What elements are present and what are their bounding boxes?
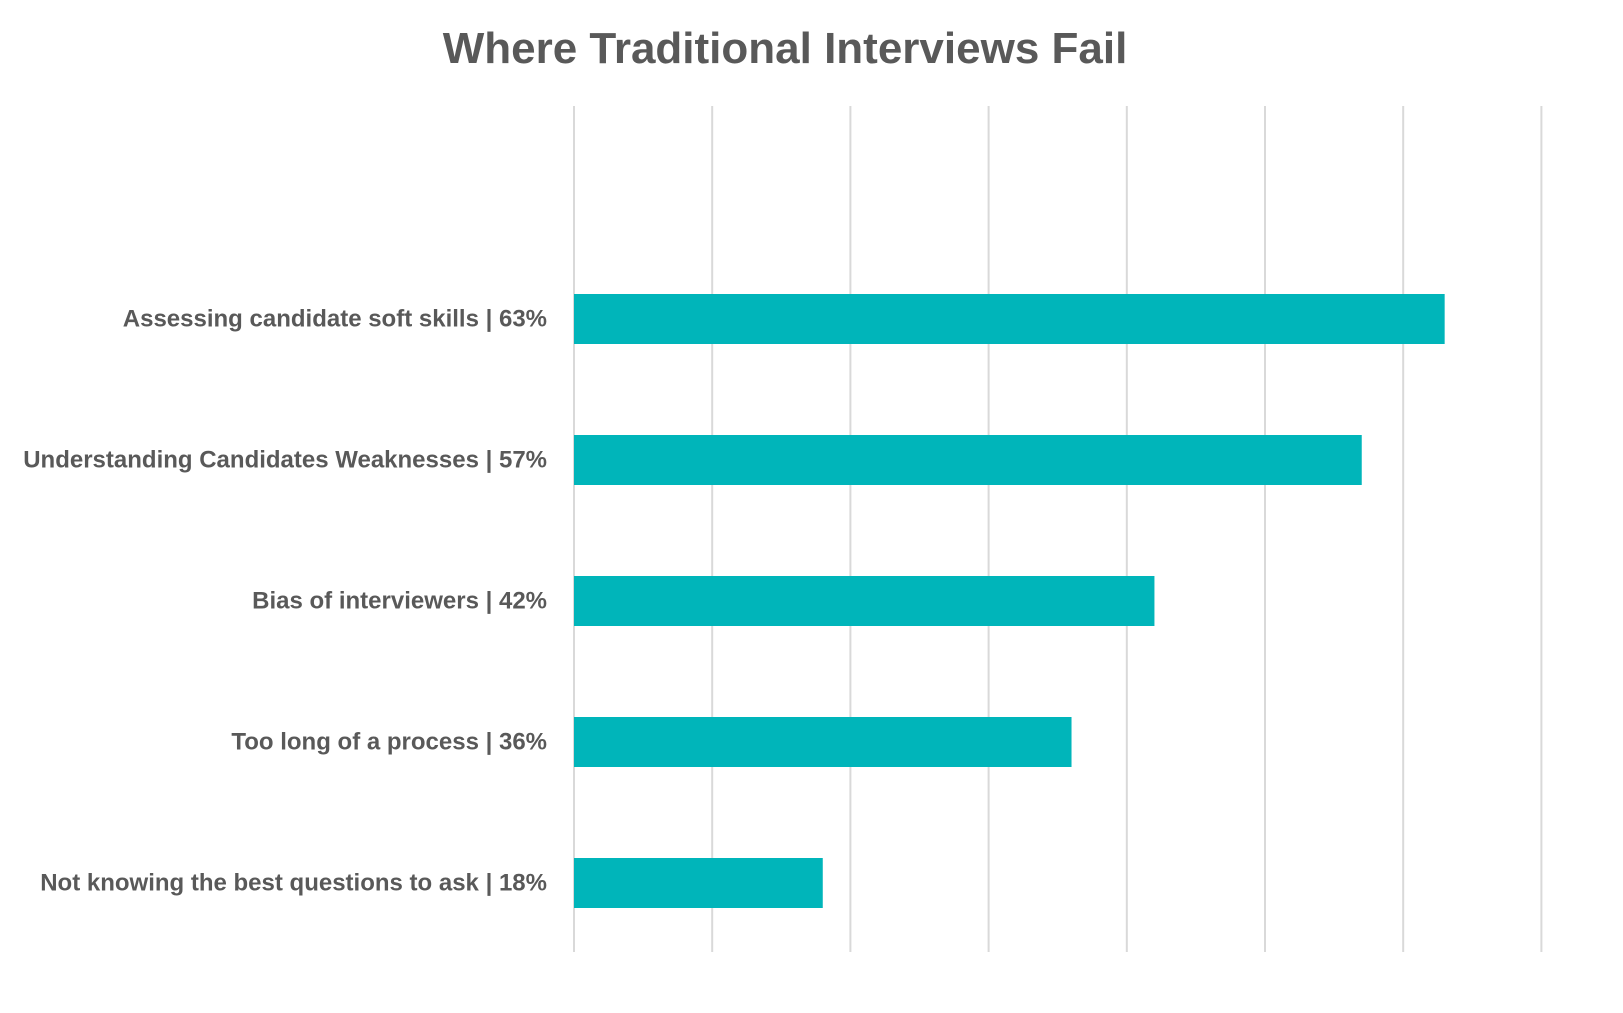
category-label: Understanding Candidates Weaknesses | 57… — [23, 447, 547, 474]
bar — [574, 576, 1155, 626]
bar — [574, 858, 823, 908]
bar — [574, 435, 1362, 485]
bars — [574, 294, 1445, 908]
bar — [574, 717, 1072, 767]
category-labels: Assessing candidate soft skills | 63% Und… — [23, 306, 547, 897]
category-label: Bias of interviewers | 42% — [252, 588, 547, 615]
bar — [574, 294, 1445, 344]
category-label: Assessing candidate soft skills | 63% — [123, 306, 547, 333]
category-label: Too long of a process | 36% — [231, 729, 547, 756]
gridlines — [573, 106, 1543, 952]
chart-title: Where Traditional Interviews Fail — [442, 24, 1128, 73]
category-label: Not knowing the best questions to ask | … — [40, 870, 547, 897]
